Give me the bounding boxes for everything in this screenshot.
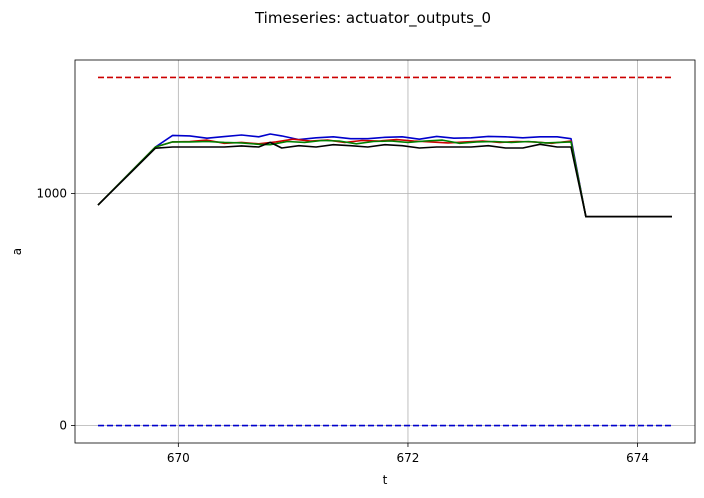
- y-tick-label: 0: [59, 419, 67, 433]
- series-line-3: [97, 141, 672, 218]
- series-line-0: [97, 133, 672, 218]
- x-tick-label: 670: [167, 451, 190, 465]
- y-tick-label: 1000: [36, 186, 67, 200]
- plot-frame: [74, 59, 696, 444]
- x-tick-label: 674: [626, 451, 649, 465]
- tick-layer: 670 672 674 0 1000: [36, 186, 649, 465]
- chart-title: Timeseries: actuator_outputs_0: [254, 9, 491, 28]
- series-line-2: [97, 139, 672, 218]
- y-axis-label: a: [10, 248, 24, 255]
- x-axis-label: t: [383, 473, 388, 487]
- grid-layer: [75, 60, 695, 443]
- series-layer: [97, 76, 672, 427]
- x-tick-label: 672: [397, 451, 420, 465]
